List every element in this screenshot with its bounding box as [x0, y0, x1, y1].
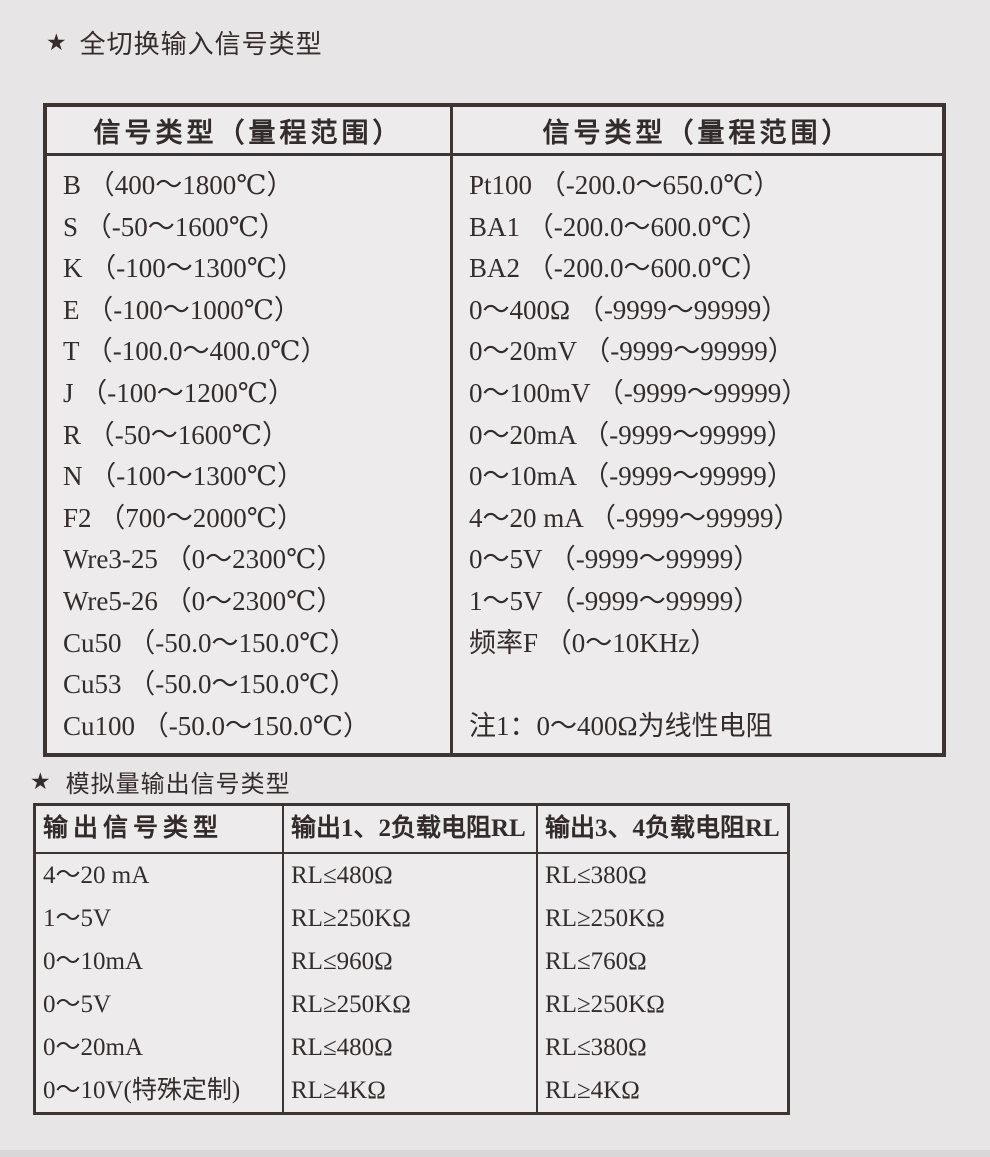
output-type-cell: 0～10V(特殊定制): [36, 1069, 284, 1112]
rl34-cell: RL≤380Ω: [545, 862, 647, 889]
star-icon: ★: [46, 30, 68, 55]
signal-row: 频率F （0～10KHz）: [469, 627, 718, 658]
rl34-cell: RL≥4KΩ: [545, 1077, 640, 1104]
output-table-header-rl34: 输出3、4负载电阻RL: [538, 806, 787, 854]
input-signal-section-title-text: 全切换输入信号类型: [79, 30, 323, 59]
signal-row: 1～5V （-9999～99999）: [469, 585, 761, 616]
output-type-cell: 4～20 mA: [36, 854, 284, 897]
output-signal-table: 输出信号类型 输出1、2负载电阻RL 输出3、4负载电阻RL 4～20 mA R…: [33, 803, 790, 1115]
signal-row: 0～20mA （-9999～99999）: [469, 419, 794, 450]
input-signal-section-title: ★ 全切换输入信号类型: [46, 24, 323, 61]
signal-row: 0～400Ω （-9999～99999）: [469, 294, 789, 325]
output-type-cell: 0～10mA: [36, 940, 284, 983]
rl12-cell: RL≥250KΩ: [284, 983, 538, 1026]
input-table-left-column: B （400～1800℃） S （-50～1600℃） K （-100～1300…: [47, 156, 453, 753]
output-type-cell: 1～5V: [36, 897, 284, 940]
signal-row: J （-100～1200℃）: [63, 377, 295, 408]
output-table-header-rl12: 输出1、2负载电阻RL: [284, 806, 538, 854]
star-icon: ★: [30, 769, 52, 794]
rl34-cell: RL≥250KΩ: [545, 991, 665, 1018]
signal-row: R （-50～1600℃）: [63, 419, 289, 450]
rl12-cell: RL≤480Ω: [284, 854, 538, 897]
rl12-cell: RL≥4KΩ: [284, 1069, 538, 1112]
input-signal-table: 信号类型（量程范围） 信号类型（量程范围） B （400～1800℃） S （-…: [43, 103, 946, 757]
rl34-cell: RL≤380Ω: [545, 1034, 647, 1061]
linear-resistance-note: 注1：0～400Ω为线性电阻: [469, 710, 773, 741]
output-signal-section-title-text: 模拟量输出信号类型: [65, 772, 291, 798]
signal-row: B （400～1800℃）: [63, 170, 294, 200]
output-table-header-type: 输出信号类型: [36, 806, 284, 854]
signal-row: 4～20 mA （-9999～99999）: [469, 502, 801, 533]
input-table-header-left: 信号类型（量程范围）: [47, 107, 453, 156]
signal-row: K （-100～1300℃）: [63, 253, 304, 284]
rl12-cell: RL≤480Ω: [284, 1026, 538, 1069]
rl12-cell: RL≤960Ω: [284, 940, 538, 983]
input-table-right-column: Pt100 （-200.0～650.0℃） BA1 （-200.0～600.0℃…: [453, 156, 942, 753]
signal-row: 0～10mA （-9999～99999）: [469, 461, 794, 492]
signal-row: Wre5-26 （0～2300℃）: [63, 585, 344, 616]
output-type-cell: 0～5V: [36, 983, 284, 1026]
output-signal-section-title: ★ 模拟量输出信号类型: [30, 764, 291, 799]
signal-row: 0～100mV （-9999～99999）: [469, 377, 809, 408]
input-table-header-right: 信号类型（量程范围）: [453, 107, 942, 156]
rl34-cell: RL≥250KΩ: [545, 905, 665, 932]
signal-row: BA2 （-200.0～600.0℃）: [469, 253, 769, 284]
signal-row: Pt100 （-200.0～650.0℃）: [469, 170, 781, 200]
signal-row: BA1 （-200.0～600.0℃）: [469, 211, 769, 242]
signal-row: F2 （700～2000℃）: [63, 502, 304, 533]
signal-row: Wre3-25 （0～2300℃）: [63, 544, 344, 575]
signal-row: 0～20mV （-9999～99999）: [469, 336, 795, 367]
signal-row: T （-100.0～400.0℃）: [63, 336, 328, 367]
signal-row: E （-100～1000℃）: [63, 294, 301, 325]
signal-row: N （-100～1300℃）: [63, 461, 304, 492]
output-type-cell: 0～20mA: [36, 1026, 284, 1069]
rl34-cell: RL≤760Ω: [545, 948, 647, 975]
signal-row: 0～5V （-9999～99999）: [469, 544, 761, 575]
rl12-cell: RL≥250KΩ: [284, 897, 538, 940]
page-bottom-edge: [0, 1150, 990, 1157]
signal-row: S （-50～1600℃）: [63, 211, 286, 242]
signal-row: Cu50 （-50.0～150.0℃）: [63, 627, 357, 658]
signal-row: Cu53 （-50.0～150.0℃）: [63, 669, 357, 700]
signal-row: Cu100 （-50.0～150.0℃）: [63, 710, 370, 741]
blank-line: [469, 664, 942, 706]
